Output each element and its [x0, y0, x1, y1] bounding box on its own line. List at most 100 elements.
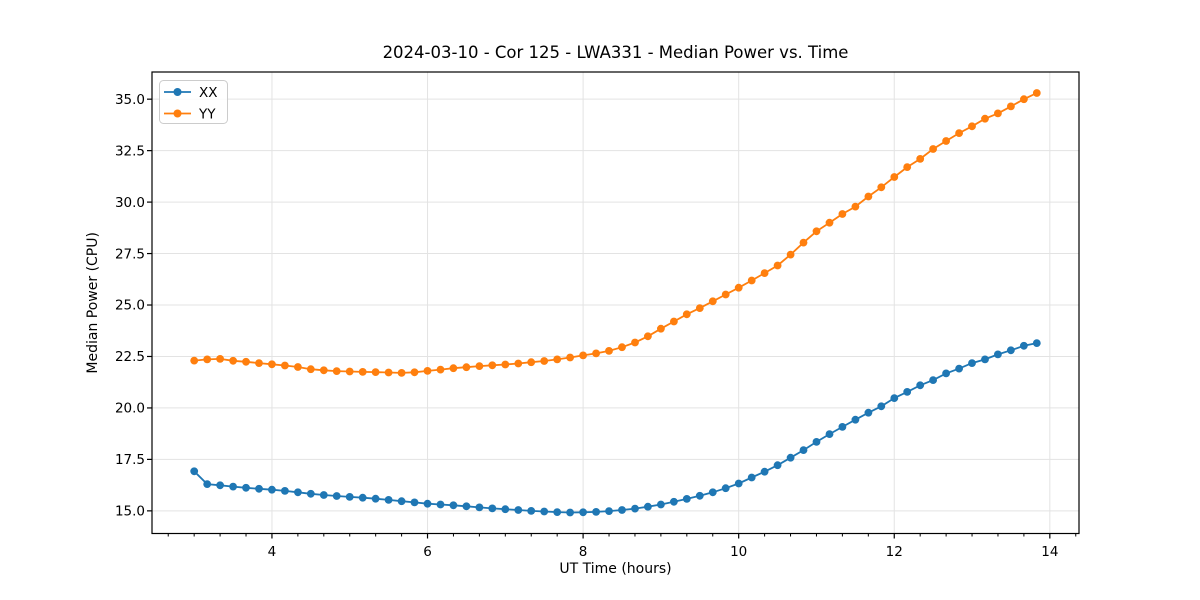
data-point-xx	[462, 502, 471, 511]
data-point-xx	[708, 488, 717, 497]
x-tick-label: 8	[579, 544, 588, 560]
y-tick-label: 17.5	[115, 452, 145, 468]
data-point-xx	[981, 355, 989, 364]
data-point-xx	[527, 507, 536, 515]
y-tick-label: 35.0	[115, 92, 145, 108]
data-point-yy	[851, 202, 860, 211]
data-point-xx	[605, 507, 613, 515]
data-point-xx	[747, 473, 756, 482]
data-point-yy	[747, 276, 756, 285]
data-point-yy	[229, 356, 238, 365]
data-point-yy	[475, 362, 484, 370]
data-point-xx	[592, 508, 600, 516]
data-point-xx	[721, 484, 730, 493]
data-point-yy	[994, 109, 1002, 118]
data-point-yy	[825, 218, 834, 227]
legend: XX YY	[159, 80, 228, 124]
data-point-yy	[773, 261, 782, 270]
data-point-xx	[1032, 339, 1041, 347]
data-point-yy	[644, 332, 652, 341]
data-point-xx	[916, 381, 925, 390]
data-point-xx	[242, 483, 250, 492]
data-point-yy	[708, 297, 717, 306]
data-point-yy	[929, 145, 937, 153]
data-point-yy	[734, 283, 743, 292]
data-point-xx	[410, 498, 419, 507]
legend-entry-xx: XX	[164, 85, 218, 101]
data-point-xx	[994, 350, 1002, 359]
data-point-yy	[423, 367, 432, 375]
data-point-yy	[877, 183, 886, 192]
y-tick-label: 27.5	[115, 246, 145, 262]
legend-label-xx: XX	[199, 85, 218, 101]
data-point-xx	[332, 492, 341, 500]
data-point-xx	[929, 376, 937, 384]
data-point-yy	[345, 367, 354, 376]
data-point-yy	[216, 355, 225, 363]
data-point-xx	[695, 491, 704, 500]
data-point-xx	[294, 488, 302, 497]
data-point-xx	[1020, 341, 1028, 350]
data-point-yy	[514, 359, 523, 368]
data-point-yy	[190, 356, 199, 365]
data-point-xx	[682, 495, 691, 503]
data-point-xx	[955, 364, 963, 373]
y-axis-label: Median Power (CPU)	[85, 232, 101, 374]
series-line-yy	[194, 92, 1038, 374]
data-point-yy	[332, 367, 341, 375]
data-point-yy	[242, 357, 250, 366]
tick-layer: 4 6 8 10 12 14 15.0 17.5 20.0 22.5 25.0 27.5 30.0 32.…	[115, 92, 1077, 560]
data-point-xx	[475, 503, 484, 512]
data-point-yy	[1020, 95, 1028, 104]
data-point-yy	[319, 366, 328, 375]
legend-label-yy: YY	[198, 106, 216, 122]
plot-frame	[151, 71, 1080, 535]
data-point-xx	[631, 504, 639, 513]
data-point-yy	[203, 355, 212, 364]
legend-marker-yy-icon	[173, 109, 182, 118]
data-point-yy	[631, 338, 639, 347]
data-point-xx	[670, 497, 678, 506]
x-tick-label: 6	[423, 544, 432, 560]
data-point-xx	[734, 479, 743, 488]
data-point-yy	[760, 269, 769, 277]
data-point-xx	[488, 504, 497, 513]
data-point-yy	[553, 355, 562, 364]
data-point-yy	[579, 351, 587, 360]
data-point-yy	[358, 368, 367, 376]
data-point-yy	[410, 368, 419, 377]
data-point-yy	[682, 310, 691, 319]
data-point-xx	[1007, 346, 1015, 355]
data-point-xx	[968, 359, 976, 367]
data-point-xx	[514, 506, 523, 514]
data-point-yy	[968, 122, 976, 131]
data-point-xx	[799, 446, 808, 454]
data-point-xx	[773, 461, 782, 470]
data-point-yy	[695, 304, 704, 312]
data-point-yy	[605, 347, 613, 355]
y-tick-label: 15.0	[115, 504, 145, 520]
data-point-xx	[890, 394, 899, 402]
data-point-yy	[527, 358, 536, 367]
data-point-xx	[657, 500, 665, 509]
x-tick-label: 10	[730, 544, 747, 560]
grid-layer	[152, 72, 1079, 534]
data-point-xx	[501, 505, 510, 514]
data-point-xx	[942, 369, 950, 378]
data-point-yy	[488, 361, 497, 370]
y-tick-label: 30.0	[115, 195, 145, 211]
data-point-yy	[540, 357, 549, 365]
data-point-yy	[670, 317, 678, 326]
data-point-xx	[566, 508, 574, 517]
data-point-xx	[229, 482, 238, 491]
data-point-yy	[592, 349, 600, 358]
data-point-yy	[657, 324, 665, 333]
data-point-yy	[618, 343, 626, 352]
data-point-yy	[799, 238, 808, 247]
data-point-xx	[540, 507, 549, 516]
data-point-yy	[566, 353, 574, 362]
legend-entry-yy: YY	[164, 106, 216, 122]
legend-marker-xx-icon	[173, 88, 182, 96]
data-point-xx	[255, 484, 263, 493]
